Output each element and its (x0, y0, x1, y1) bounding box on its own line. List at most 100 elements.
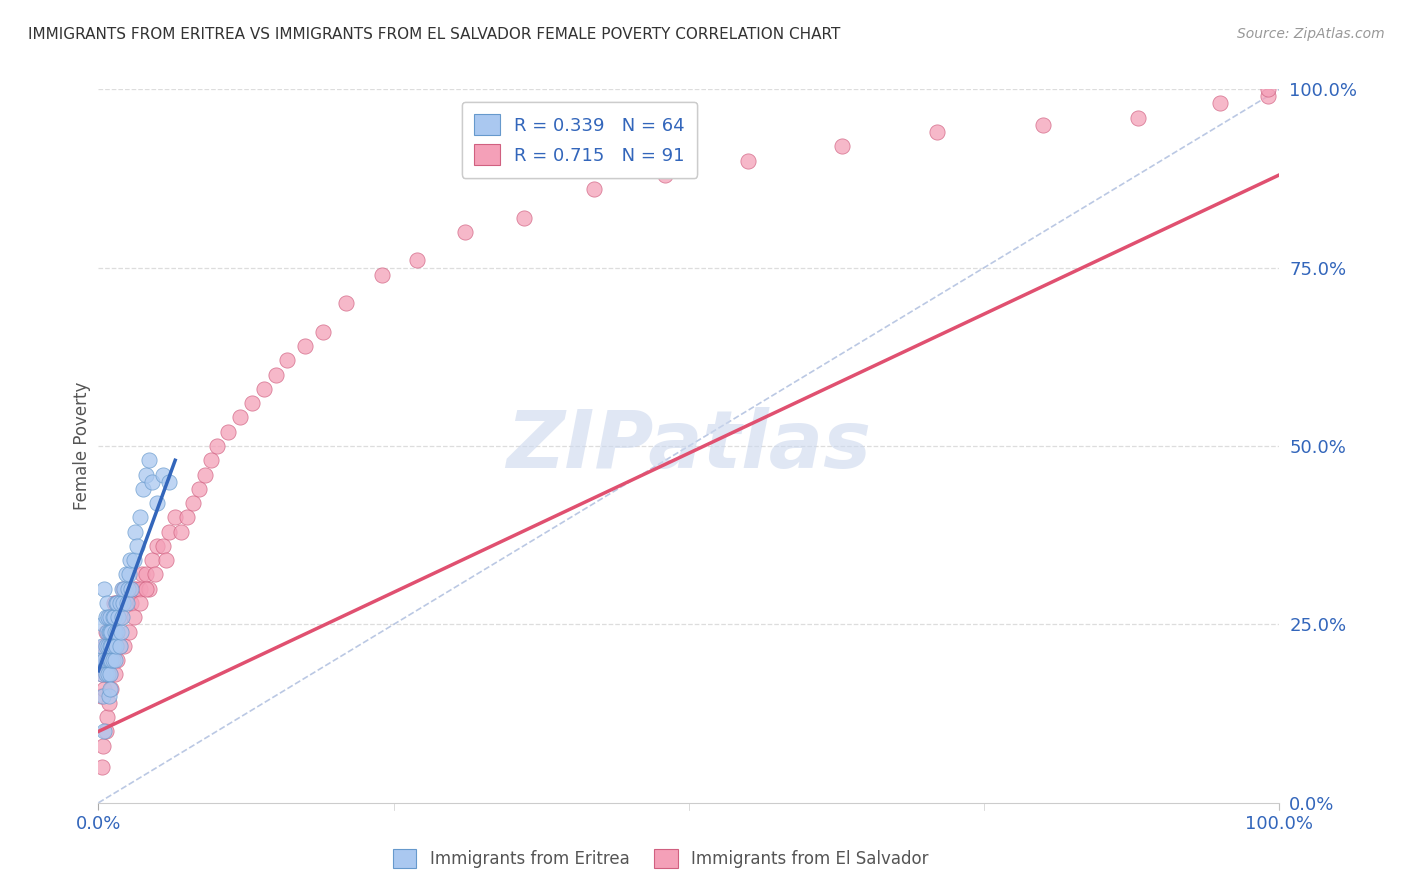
Text: Source: ZipAtlas.com: Source: ZipAtlas.com (1237, 27, 1385, 41)
Point (93, 653, 115, 667)
Point (97, 667, 120, 681)
Point (91, 617, 114, 632)
Point (406, 253, 429, 268)
Point (925, 125, 948, 139)
Point (105, 624, 128, 639)
Point (205, 439, 228, 453)
Point (200, 453, 222, 467)
Point (128, 582, 150, 596)
Point (111, 610, 134, 624)
Point (737, 153, 759, 168)
Point (127, 539, 149, 553)
Point (114, 596, 136, 610)
Point (122, 553, 145, 567)
Point (155, 553, 177, 567)
Point (122, 610, 145, 624)
Point (512, 211, 534, 225)
Point (100, 653, 122, 667)
Point (108, 596, 131, 610)
Text: IMMIGRANTS FROM ERITREA VS IMMIGRANTS FROM EL SALVADOR FEMALE POVERTY CORRELATIO: IMMIGRANTS FROM ERITREA VS IMMIGRANTS FR… (28, 27, 841, 42)
Point (335, 296, 357, 310)
Point (152, 467, 174, 482)
Point (98, 681, 121, 696)
Point (104, 639, 127, 653)
Point (100, 681, 122, 696)
Point (96, 624, 118, 639)
Point (105, 639, 128, 653)
Point (194, 467, 217, 482)
Legend: Immigrants from Eritrea, Immigrants from El Salvador: Immigrants from Eritrea, Immigrants from… (387, 842, 935, 875)
Point (125, 582, 148, 596)
Point (141, 475, 163, 489)
Point (105, 624, 128, 639)
Point (176, 510, 198, 524)
Point (132, 482, 155, 496)
Point (93, 582, 115, 596)
Y-axis label: Female Poverty: Female Poverty (73, 382, 91, 510)
Point (107, 610, 129, 624)
Point (98, 624, 121, 639)
Point (1032, 118, 1054, 132)
Point (103, 639, 125, 653)
Point (98, 639, 121, 653)
Point (240, 396, 263, 410)
Point (94, 639, 117, 653)
Point (157, 524, 180, 539)
Point (135, 567, 157, 582)
Point (90, 653, 112, 667)
Point (105, 596, 128, 610)
Point (264, 368, 287, 382)
Point (105, 653, 128, 667)
Point (217, 425, 239, 439)
Point (371, 268, 394, 282)
Point (111, 596, 134, 610)
Point (94, 667, 117, 681)
Point (105, 610, 128, 624)
Text: ZIPatlas: ZIPatlas (506, 407, 872, 485)
Point (276, 353, 298, 368)
Point (1126, 111, 1149, 125)
Point (91, 667, 114, 681)
Point (138, 582, 160, 596)
Point (187, 482, 209, 496)
Point (100, 653, 122, 667)
Point (117, 582, 139, 596)
Legend: R = 0.339   N = 64, R = 0.715   N = 91: R = 0.339 N = 64, R = 0.715 N = 91 (461, 102, 697, 178)
Point (146, 539, 169, 553)
Point (111, 582, 134, 596)
Point (138, 453, 160, 467)
Point (98, 653, 121, 667)
Point (112, 582, 135, 596)
Point (165, 510, 187, 524)
Point (117, 582, 139, 596)
Point (104, 653, 127, 667)
Point (294, 339, 316, 353)
Point (94, 667, 117, 681)
Point (103, 624, 125, 639)
Point (112, 596, 135, 610)
Point (1257, 82, 1279, 96)
Point (91, 689, 114, 703)
Point (110, 624, 132, 639)
Point (101, 610, 124, 624)
Point (101, 653, 124, 667)
Point (118, 624, 141, 639)
Point (96, 653, 118, 667)
Point (107, 610, 129, 624)
Point (115, 596, 138, 610)
Point (97, 639, 120, 653)
Point (97, 610, 120, 624)
Point (100, 639, 122, 653)
Point (124, 524, 146, 539)
Point (1257, 89, 1279, 103)
Point (112, 639, 135, 653)
Point (100, 610, 122, 624)
Point (97, 653, 120, 667)
Point (128, 596, 150, 610)
Point (103, 596, 125, 610)
Point (112, 596, 135, 610)
Point (104, 624, 127, 639)
Point (101, 639, 124, 653)
Point (112, 582, 135, 596)
Point (94, 610, 117, 624)
